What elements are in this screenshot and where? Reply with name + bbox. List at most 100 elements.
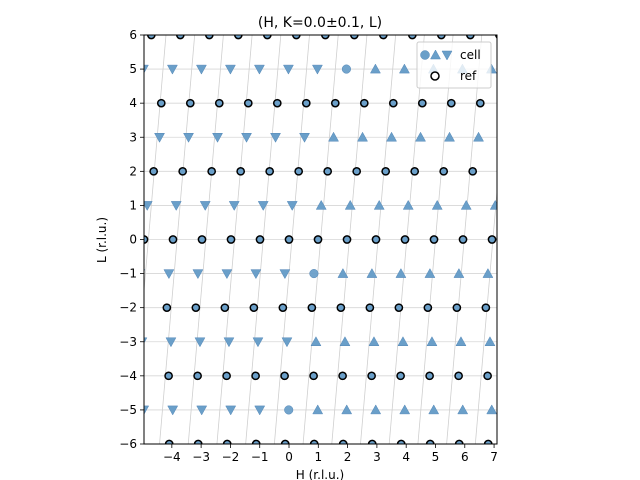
cell-point [353, 167, 361, 175]
ref-point [236, 166, 246, 176]
legend-cell-triangle-up-marker [430, 49, 441, 60]
ref-point [436, 35, 446, 40]
cell-point [484, 372, 492, 380]
ref-point [262, 35, 272, 40]
y-tick-label: 1 [129, 198, 137, 212]
cell-point-triangle-down [194, 337, 206, 348]
ref-point [164, 371, 173, 381]
cell-point-triangle-up [431, 199, 443, 210]
cell-point [281, 372, 289, 380]
cell-point-triangle-up [344, 199, 356, 210]
ref-point [156, 98, 166, 108]
cell-point [279, 304, 287, 312]
legend-label-cell: cell [460, 48, 481, 62]
cell-point-triangle-down [257, 201, 269, 211]
x-tick-label: −1 [251, 450, 269, 464]
cell-point-triangle-up [415, 131, 426, 142]
cell-point [401, 235, 409, 244]
ref-point [352, 166, 362, 176]
cell-point-triangle-down [195, 64, 207, 75]
cell-point-triangle-down [253, 64, 265, 75]
cell-point-triangle-up [357, 131, 368, 142]
cell-point [295, 167, 303, 175]
cell-point-triangle-down [241, 133, 252, 143]
ref-point [178, 166, 188, 176]
cell-point-triangle-up [486, 404, 497, 415]
cell-point [223, 372, 231, 380]
cell-point-triangle-down [224, 64, 236, 75]
cell-point-triangle-up [402, 199, 414, 210]
cell-point [389, 99, 397, 107]
ref-point [468, 166, 478, 176]
cell-point [372, 235, 380, 244]
ref-point [249, 303, 259, 313]
cell-point-triangle-down [250, 269, 262, 280]
cell-point-circle [309, 269, 319, 279]
ref-point [410, 166, 420, 176]
y-tick-label: 6 [129, 28, 137, 42]
cell-point [252, 372, 260, 380]
ref-point [309, 371, 318, 381]
ref-point [144, 235, 149, 244]
x-tick-label: 2 [344, 450, 352, 464]
cell-point [250, 304, 258, 312]
cell-point [447, 99, 455, 107]
y-tick-label: −2 [119, 301, 137, 315]
ref-point [272, 98, 282, 108]
cell-point-triangle-down [144, 405, 150, 415]
ref-point [197, 235, 207, 244]
y-tick-label: −1 [119, 267, 137, 281]
ref-point [367, 371, 376, 381]
ref-point [481, 303, 491, 313]
cell-point [310, 372, 318, 380]
ref-point [278, 303, 288, 313]
cell-point-triangle-down [196, 405, 208, 416]
cell-point-triangle-up [397, 336, 409, 346]
legend: cell ref [416, 41, 492, 89]
cell-point [186, 99, 194, 107]
cell-point [237, 167, 245, 175]
cell-point [339, 372, 347, 380]
ref-point [425, 371, 434, 381]
ref-point [330, 98, 340, 108]
cell-point-triangle-up [426, 336, 438, 346]
legend-ref-marker [430, 71, 440, 81]
cell-point [169, 235, 177, 244]
cell-point-triangle-up [370, 404, 382, 415]
cell-point-triangle-down [144, 337, 148, 344]
x-tick-label: 7 [490, 450, 498, 464]
cell-point-circle [341, 64, 351, 74]
cell-point [343, 235, 351, 244]
cell-point-triangle-up [399, 63, 410, 74]
cell-point-triangle-up [444, 131, 455, 142]
ref-point [291, 35, 301, 40]
ref-point [307, 303, 317, 313]
x-tick-label: 4 [402, 450, 410, 464]
ref-point [475, 98, 485, 108]
y-tick-label: 0 [129, 233, 137, 247]
cell-point [331, 99, 339, 107]
cell-point-triangle-up [484, 336, 496, 346]
cell-point [324, 167, 332, 175]
ref-point [243, 98, 253, 108]
cell-point [397, 372, 405, 380]
x-tick-label: −4 [163, 450, 181, 464]
cell-point [455, 372, 463, 380]
x-tick-label: 0 [285, 450, 293, 464]
cell-point [302, 99, 310, 107]
ref-point [175, 35, 185, 40]
cell-point-triangle-down [254, 405, 266, 416]
cell-point-triangle-down [223, 337, 235, 348]
ref-point [168, 235, 178, 244]
cell-point [244, 99, 252, 107]
cell-point-triangle-down [165, 337, 177, 348]
cell-point-triangle-up [482, 268, 494, 278]
cell-point [469, 167, 477, 175]
cell-point-triangle-down [282, 64, 294, 75]
cell-point-triangle-down [166, 64, 178, 75]
cell-point-triangle-down [163, 269, 175, 280]
ref-point [336, 303, 346, 313]
cell-point [453, 304, 461, 312]
